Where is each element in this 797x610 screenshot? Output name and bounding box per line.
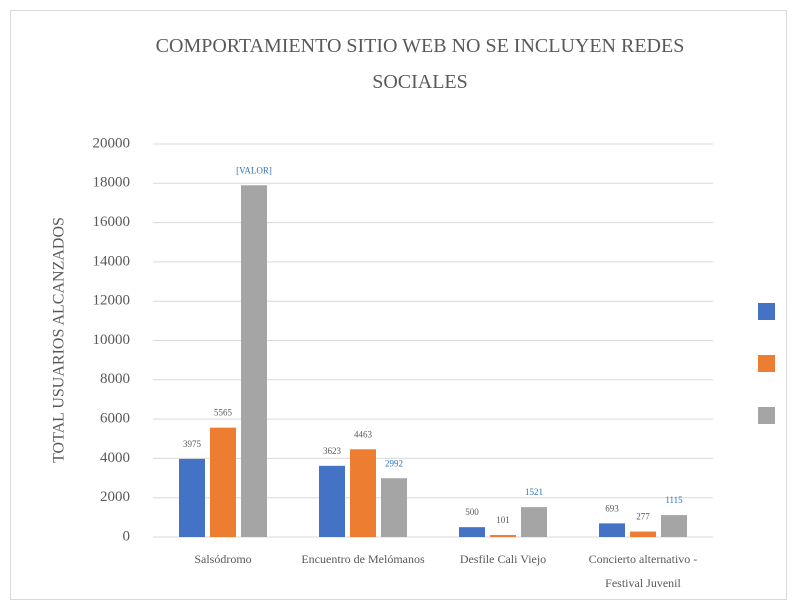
x-tick-label: Salsódromo — [194, 552, 252, 566]
legend-swatch — [758, 303, 775, 320]
data-label: 5565 — [214, 408, 233, 418]
data-label: 3623 — [323, 446, 342, 456]
y-tick-label: 2000 — [100, 489, 130, 505]
bar — [241, 185, 267, 537]
bar — [490, 535, 516, 537]
bar — [459, 527, 485, 537]
legend-swatch — [758, 407, 775, 424]
y-tick-label: 10000 — [93, 332, 131, 348]
data-label: 277 — [636, 512, 650, 522]
y-tick-label: 16000 — [93, 214, 131, 230]
bar — [521, 507, 547, 537]
data-label: 4463 — [354, 429, 373, 439]
data-label: 2992 — [385, 458, 403, 468]
bar — [179, 458, 205, 537]
bar — [350, 449, 376, 537]
data-label: 1521 — [525, 487, 543, 497]
bar — [661, 515, 687, 537]
x-tick-label: Encuentro de Melómanos — [301, 552, 425, 566]
data-label: 3975 — [183, 439, 202, 449]
legend-swatch — [758, 355, 775, 372]
y-tick-label: 0 — [123, 528, 131, 544]
data-label: 500 — [465, 507, 479, 517]
x-tick-label: Desfile Cali Viejo — [459, 552, 547, 566]
data-label: 693 — [605, 503, 619, 513]
x-tick-label: Concierto alternativo - Festival Juvenil — [588, 552, 698, 590]
y-tick-label: 8000 — [100, 371, 130, 387]
data-label: 1115 — [665, 495, 683, 505]
bar — [381, 478, 407, 537]
chart-title: COMPORTAMIENTO SITIO WEB NO SE INCLUYEN … — [155, 35, 685, 93]
y-tick-label: 14000 — [93, 253, 131, 269]
data-label: 101 — [496, 515, 510, 525]
bar — [319, 465, 345, 537]
y-tick-label: 20000 — [93, 135, 131, 151]
bar — [210, 427, 236, 537]
y-tick-label: 18000 — [93, 175, 131, 191]
data-label: [VALOR] — [236, 165, 272, 175]
y-tick-label: 4000 — [100, 450, 130, 466]
y-tick-label: 12000 — [93, 293, 131, 309]
bar — [630, 531, 656, 537]
bar — [599, 523, 625, 537]
y-axis-title: TOTAL USUARIOS ALCANZADOS — [51, 217, 68, 463]
y-tick-label: 6000 — [100, 411, 130, 427]
